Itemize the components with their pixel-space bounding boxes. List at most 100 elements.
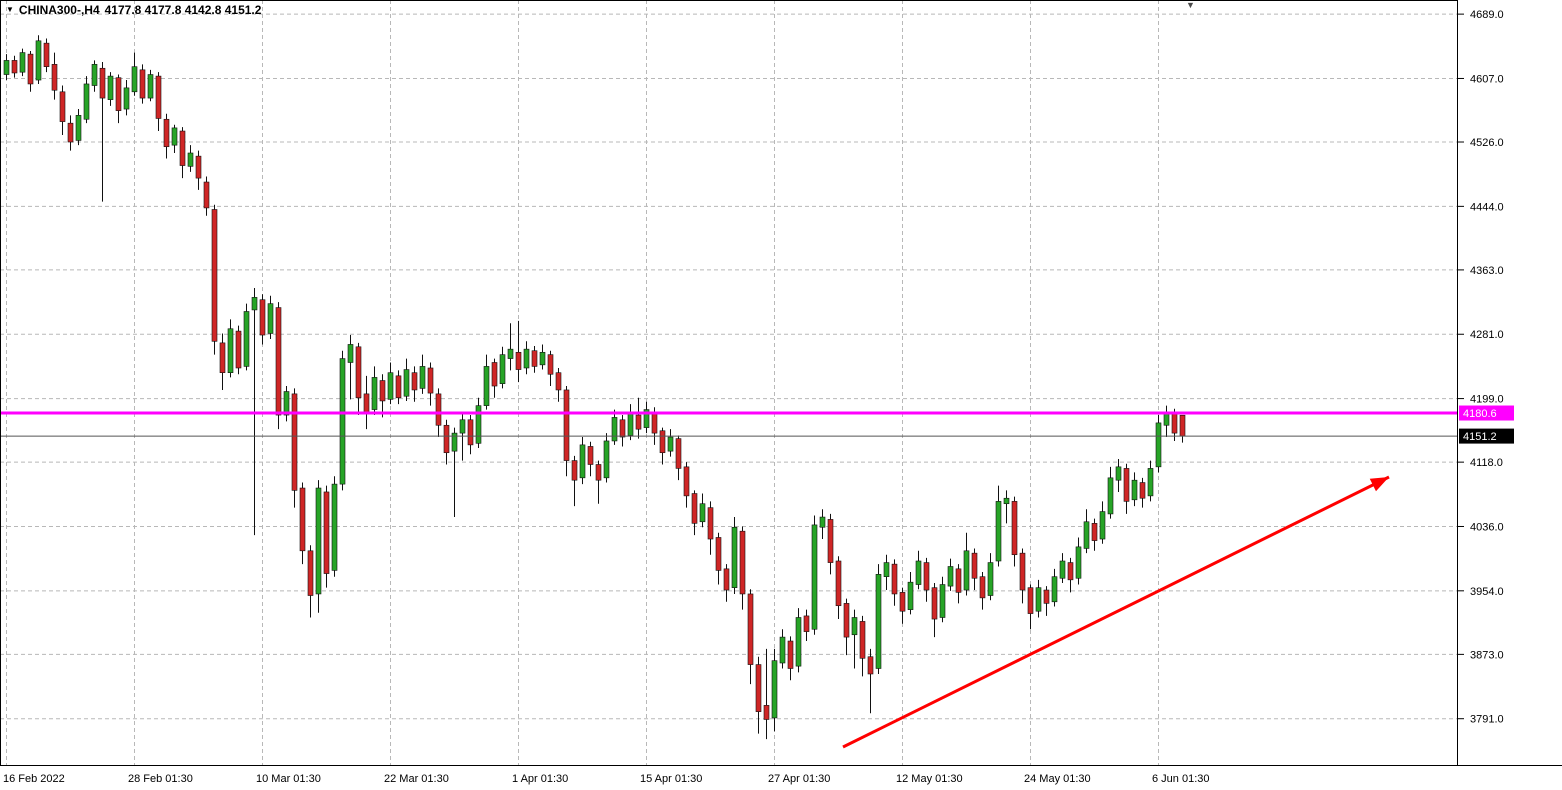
- candle-body: [971, 552, 978, 579]
- candle-body: [259, 299, 266, 336]
- latest-bar-marker-icon[interactable]: ▼: [1186, 0, 1195, 10]
- candle-body: [315, 487, 322, 595]
- x-tick-label: 28 Feb 01:30: [128, 773, 193, 785]
- candle-body: [763, 705, 770, 720]
- candle-body: [387, 372, 394, 400]
- candle-body: [867, 656, 874, 675]
- candle-body: [1083, 521, 1090, 549]
- x-tick-label: 12 May 01:30: [896, 773, 963, 785]
- candle-body: [179, 130, 186, 166]
- candle-body: [403, 369, 410, 397]
- candle-body: [555, 372, 562, 391]
- candle-body: [1051, 576, 1058, 603]
- x-tick-label: 27 Apr 01:30: [768, 773, 830, 785]
- y-tick-label: 4689.0: [1470, 9, 1504, 21]
- candle-body: [371, 377, 378, 410]
- symbol-info-bar: ▼ CHINA300-,H4 4177.8 4177.8 4142.8 4151…: [6, 3, 261, 17]
- candle-body: [907, 581, 914, 610]
- candle-body: [147, 74, 154, 99]
- time-axis[interactable]: 16 Feb 2022 28 Feb 01:30 10 Mar 01:30 22 Ma…: [3, 773, 1210, 785]
- candle-body: [531, 350, 538, 367]
- candle-body: [587, 446, 594, 465]
- candle-body: [419, 366, 426, 389]
- candle-body: [107, 75, 114, 100]
- candle-body: [595, 464, 602, 481]
- x-tick-label: 6 Jun 01:30: [1152, 773, 1210, 785]
- trend-arrow[interactable]: [842, 475, 1390, 749]
- candle-body: [947, 566, 954, 587]
- candle-body: [755, 664, 762, 712]
- candle-body: [603, 440, 610, 479]
- candle-body: [3, 60, 10, 75]
- symbol-dropdown-icon[interactable]: ▼: [6, 5, 14, 14]
- candle-body: [891, 563, 898, 595]
- candle-body: [675, 438, 682, 469]
- candle-body: [323, 491, 330, 574]
- candle-body: [355, 346, 362, 399]
- candle-body: [123, 87, 130, 110]
- candle-body: [843, 603, 850, 638]
- candle-body: [499, 354, 506, 384]
- candle-body: [347, 344, 354, 363]
- candle-body: [211, 209, 218, 342]
- candle-body: [1107, 477, 1114, 515]
- x-tick-label: 1 Apr 01:30: [512, 773, 568, 785]
- candle-body: [243, 311, 250, 367]
- candle-body: [1035, 587, 1042, 612]
- candle-body: [779, 636, 786, 664]
- candle-body: [667, 436, 674, 452]
- candle-body: [35, 40, 42, 81]
- candle-body: [451, 432, 458, 452]
- candle-body: [915, 560, 922, 585]
- candle-body: [283, 391, 290, 416]
- candle-body: [811, 524, 818, 630]
- candle-body: [363, 393, 370, 413]
- candle-body: [523, 348, 530, 369]
- candle-body: [139, 69, 146, 99]
- candle-body: [339, 358, 346, 485]
- candle-body: [819, 516, 826, 528]
- candle-body: [1075, 546, 1082, 579]
- candle-body: [1067, 562, 1074, 581]
- ohlc-readout: 4177.8 4177.8 4142.8 4151.2: [104, 3, 262, 17]
- candle-body: [883, 562, 890, 577]
- candle-body: [75, 115, 82, 141]
- candle-body: [635, 414, 642, 430]
- candle-body: [203, 181, 210, 209]
- candle-body: [1099, 511, 1106, 540]
- candle-body: [803, 615, 810, 632]
- candle-body: [115, 77, 122, 111]
- candle-body: [443, 424, 450, 454]
- candle-body: [899, 592, 906, 612]
- x-tick-label: 16 Feb 2022: [3, 773, 65, 785]
- y-tick-label: 3873.0: [1470, 649, 1504, 661]
- candle-body: [507, 348, 514, 359]
- candle-body: [19, 52, 26, 73]
- candles: [3, 35, 1186, 740]
- candle-body: [619, 419, 626, 438]
- candle-body: [1059, 560, 1066, 579]
- candle-body: [579, 444, 586, 479]
- candle-body: [979, 576, 986, 599]
- x-tick-label: 15 Apr 01:30: [640, 773, 702, 785]
- y-tick-label: 4281.0: [1470, 329, 1504, 341]
- candle-body: [395, 375, 402, 399]
- y-tick-label: 4607.0: [1470, 73, 1504, 85]
- candle-body: [715, 537, 722, 571]
- candle-body: [291, 393, 298, 491]
- candle-body: [267, 303, 274, 334]
- candle-body: [307, 550, 314, 596]
- candle-body: [699, 503, 706, 523]
- candle-body: [131, 66, 138, 93]
- candle-body: [91, 64, 98, 86]
- candle-body: [563, 389, 570, 461]
- candle-body: [195, 155, 202, 179]
- candle-body: [411, 372, 418, 391]
- y-tick-label: 4036.0: [1470, 521, 1504, 533]
- candle-body: [379, 380, 386, 402]
- candle-body: [987, 562, 994, 596]
- candle-body: [963, 550, 970, 591]
- price-axis[interactable]: 4689.0 4607.0 4526.0 4444.0 4363.0 4281.0 4199…: [1458, 9, 1504, 726]
